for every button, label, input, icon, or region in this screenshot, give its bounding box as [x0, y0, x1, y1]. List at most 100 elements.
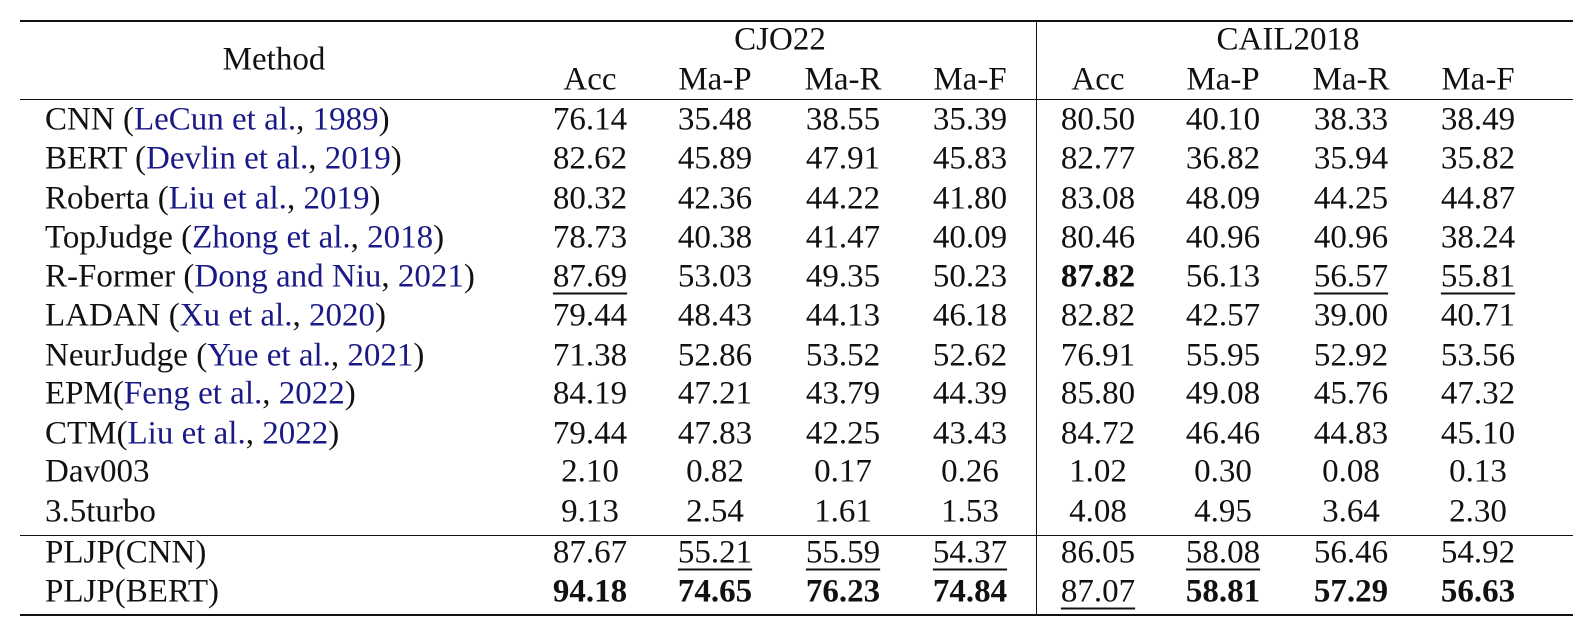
citation-author: Liu et al.	[168, 180, 287, 217]
method-name: CNN (LeCun et al., 1989)	[45, 101, 390, 138]
method-label: Dav003	[45, 453, 150, 490]
citation-year: 2019	[324, 140, 391, 177]
score-cell: 76.14	[552, 101, 628, 138]
citation-comma: ,	[308, 140, 325, 177]
citation-comma: ,	[350, 219, 368, 256]
score-cell: 0.26	[941, 453, 999, 490]
score-cell: 52.92	[1313, 337, 1389, 374]
score-cell: 58.08	[1185, 534, 1261, 571]
score-cell: 1.61	[814, 493, 872, 530]
method-name: Roberta (Liu et al., 2019)	[45, 180, 380, 217]
citation-year: 2021	[347, 337, 414, 374]
score-cell: 40.09	[932, 219, 1008, 256]
score-cell: 54.37	[932, 534, 1008, 571]
score-cell: 45.89	[677, 140, 753, 177]
metric-header: Acc	[563, 61, 617, 98]
citation-author: Zhong et al.	[192, 219, 351, 256]
citation-year: 2019	[303, 180, 370, 217]
score-cell: 56.63	[1440, 573, 1516, 610]
score-cell: 2.54	[686, 493, 744, 530]
method-name: NeurJudge (Yue et al., 2021)	[45, 337, 424, 374]
score-cell: 84.72	[1060, 415, 1136, 452]
citation-year: 2018	[367, 219, 434, 256]
score-cell: 44.83	[1313, 415, 1389, 452]
score-cell: 80.32	[552, 180, 628, 217]
score-cell: 47.32	[1440, 375, 1516, 412]
citation-comma: ,	[296, 101, 313, 138]
citation-author: LeCun et al.	[133, 101, 297, 138]
citation-year: 2020	[308, 297, 375, 334]
paren-open: (	[160, 297, 180, 334]
score-cell: 83.08	[1060, 180, 1136, 217]
paren-close: )	[374, 297, 386, 334]
score-cell: 82.82	[1060, 297, 1136, 334]
score-cell: 40.38	[677, 219, 753, 256]
score-cell: 35.39	[932, 101, 1008, 138]
score-cell: 40.10	[1185, 101, 1261, 138]
method-name: BERT (Devlin et al., 2019)	[45, 140, 402, 177]
score-cell: 76.91	[1060, 337, 1136, 374]
metric-header: Ma-P	[678, 61, 752, 98]
citation-author: Yue et al.	[207, 337, 331, 374]
citation-comma: ,	[381, 258, 398, 295]
citation-comma: ,	[330, 337, 348, 374]
paren-open: (	[187, 337, 208, 374]
paren-open: (	[112, 375, 124, 412]
score-cell: 54.92	[1440, 534, 1516, 571]
score-cell: 1.53	[941, 493, 999, 530]
score-cell: 44.39	[932, 375, 1008, 412]
paren-close: )	[390, 140, 402, 177]
score-cell: 4.08	[1069, 493, 1127, 530]
score-cell: 47.21	[677, 375, 753, 412]
metric-header: Ma-R	[804, 61, 882, 98]
column-divider	[1036, 20, 1037, 616]
score-cell: 44.22	[805, 180, 881, 217]
score-cell: 58.81	[1185, 573, 1261, 610]
paren-close: )	[328, 415, 340, 452]
score-cell: 56.57	[1313, 258, 1389, 295]
score-cell: 2.30	[1449, 493, 1507, 530]
bottom-rule	[20, 614, 1573, 616]
score-cell: 49.35	[805, 258, 881, 295]
score-cell: 52.62	[932, 337, 1008, 374]
score-cell: 40.96	[1313, 219, 1389, 256]
score-cell: 46.18	[932, 297, 1008, 334]
score-cell: 48.09	[1185, 180, 1261, 217]
score-cell: 87.69	[552, 258, 628, 295]
method-label: PLJP(CNN)	[45, 534, 207, 571]
score-cell: 43.79	[805, 375, 881, 412]
citation-year: 1989	[312, 101, 379, 138]
citation-author: Devlin et al.	[146, 140, 309, 177]
method-label: CTM	[45, 415, 117, 452]
score-cell: 44.25	[1313, 180, 1389, 217]
score-cell: 80.46	[1060, 219, 1136, 256]
method-label: TopJudge	[45, 219, 173, 256]
paren-close: )	[433, 219, 445, 256]
score-cell: 45.76	[1313, 375, 1389, 412]
citation-comma: ,	[245, 415, 263, 452]
score-cell: 0.08	[1322, 453, 1380, 490]
method-name: 3.5turbo	[45, 493, 156, 530]
score-cell: 79.44	[552, 415, 628, 452]
paren-open: (	[172, 219, 193, 256]
method-name: R-Former (Dong and Niu, 2021)	[45, 258, 475, 295]
score-cell: 38.24	[1440, 219, 1516, 256]
citation-author: Feng et al.	[123, 375, 263, 412]
paren-close: )	[463, 258, 475, 295]
score-cell: 38.49	[1440, 101, 1516, 138]
score-cell: 55.59	[805, 534, 881, 571]
score-cell: 48.43	[677, 297, 753, 334]
header-cjo22: CJO22	[734, 21, 826, 58]
method-label: 3.5turbo	[45, 493, 156, 530]
metric-header: Acc	[1071, 61, 1125, 98]
score-cell: 3.64	[1322, 493, 1380, 530]
score-cell: 79.44	[552, 297, 628, 334]
citation-comma: ,	[286, 180, 304, 217]
header-rule	[20, 99, 1573, 100]
paren-open: (	[114, 101, 134, 138]
score-cell: 0.82	[686, 453, 744, 490]
score-cell: 53.56	[1440, 337, 1516, 374]
score-cell: 71.38	[552, 337, 628, 374]
score-cell: 82.77	[1060, 140, 1136, 177]
score-cell: 35.48	[677, 101, 753, 138]
